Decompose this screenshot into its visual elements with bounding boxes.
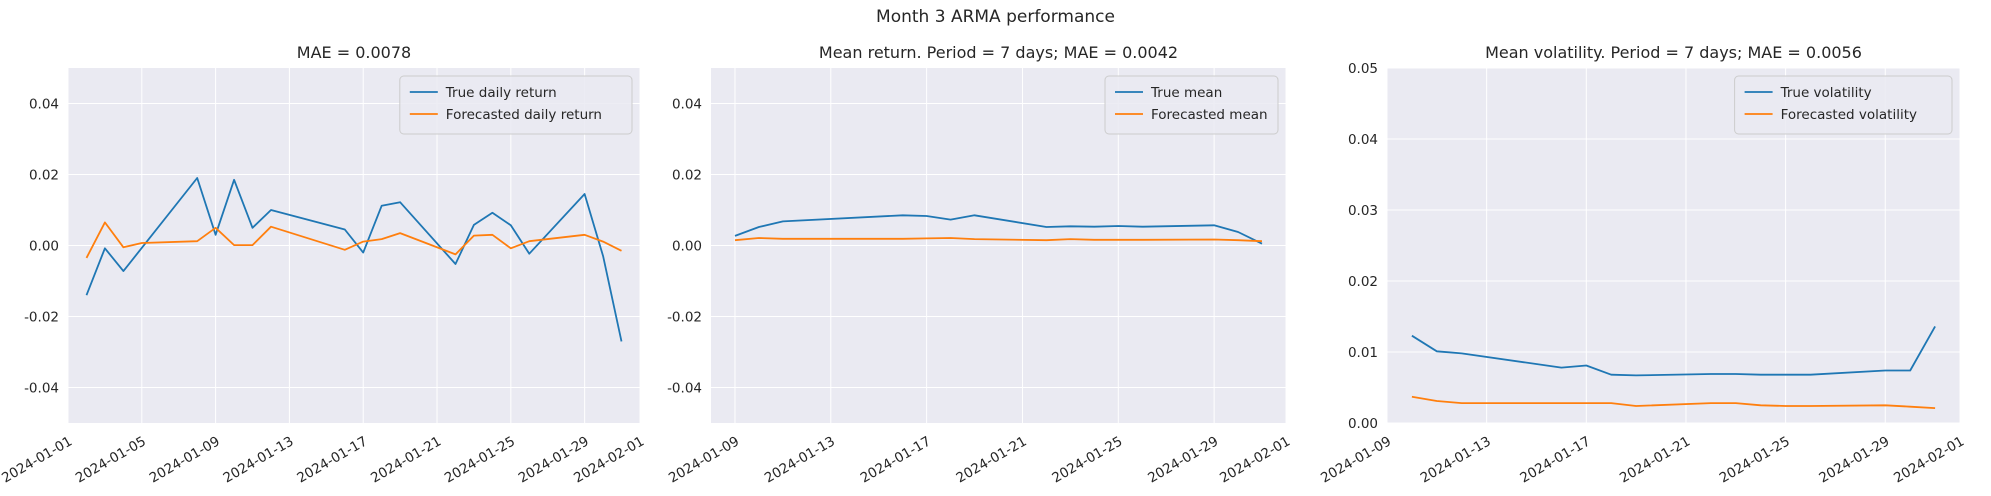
series-line-forecast [85,221,622,259]
series-line-forecast [1411,395,1936,409]
y-tick-label: 0.05 [1348,61,1378,77]
y-tick-label: -0.04 [24,381,59,397]
chart-title: MAE = 0.0078 [297,43,411,62]
y-tick-label: -0.02 [667,310,702,326]
y-tick-label: 0.04 [29,97,59,113]
y-tick-label: 0.01 [1348,345,1378,361]
series-line-true [85,177,623,342]
y-tick-label: 0.03 [1348,203,1378,219]
x-tick-label: 2024-01-05 [73,433,149,486]
series-line-true [1411,325,1936,377]
legend-label: True volatility [1780,85,1872,101]
y-tick-label: 0.00 [1348,416,1378,432]
x-tick-label: 2024-01-09 [666,433,742,486]
y-tick-label: 0.02 [29,168,59,184]
x-tick-label: 2024-01-09 [1318,433,1394,486]
y-tick-label: 0.02 [672,168,702,184]
x-tick-label: 2024-02-01 [1217,433,1293,486]
legend-box [1734,75,1953,135]
x-tick-label: 2024-01-01 [0,433,75,486]
legend-label: True daily return [445,85,557,101]
chart-title: Mean volatility. Period = 7 days; MAE = … [1485,43,1862,62]
x-tick-label: 2024-01-13 [1418,433,1494,486]
x-tick-label: 2024-01-29 [1145,433,1221,486]
legend-box [399,75,633,135]
legend: True daily return Forecasted daily return [399,75,633,135]
x-tick-label: 2024-01-13 [762,433,838,486]
x-tick-label: 2024-01-17 [858,433,934,486]
series-line-forecast [734,237,1263,243]
x-tick-label: 2024-01-25 [442,433,518,486]
x-tick-label: 2024-01-25 [1717,433,1793,486]
legend-label: Forecasted mean [1151,107,1268,123]
x-tick-label: 2024-01-13 [221,433,297,486]
x-tick-label: 2024-01-25 [1049,433,1125,486]
x-tick-label: 2024-02-01 [1891,433,1967,486]
chart-panel-2: -0.04 -0.02 0.00 0.02 0.04 2024-01-09 2024-01-… [666,43,1293,486]
chart-panel-3: 0.00 0.01 0.02 0.03 0.04 0.05 2024-01-09 2024-0… [1318,43,1967,486]
x-tick-label: 2024-01-29 [1816,433,1892,486]
x-tick-label: 2024-01-21 [368,433,444,486]
legend-label: Forecasted volatility [1781,107,1917,123]
chart-panel-1: -0.04-0.020.000.020.042024-01-012024-01-… [0,43,647,486]
x-tick-label: 2024-01-21 [954,433,1030,486]
x-tick-label: 2024-01-17 [294,433,370,486]
x-tick-label: 2024-01-09 [147,433,223,486]
y-tick-label: 0.04 [1348,132,1378,148]
x-tick-label: 2024-01-17 [1517,433,1593,486]
legend-box [1104,75,1279,135]
x-tick-label: 2024-01-21 [1617,433,1693,486]
figure-suptitle: Month 3 ARMA performance [876,7,1115,27]
legend-label: True mean [1150,85,1222,101]
y-tick-label: 0.04 [672,97,702,113]
y-tick-label: 0.00 [29,239,59,255]
series-line-true [734,214,1263,245]
y-tick-label: 0.02 [1348,274,1378,290]
legend: True mean Forecasted mean [1104,75,1279,135]
chart-title: Mean return. Period = 7 days; MAE = 0.00… [819,43,1178,62]
y-tick-label: -0.04 [667,381,702,397]
legend: True volatility Forecasted volatility [1734,75,1953,135]
y-tick-label: -0.02 [24,310,59,326]
y-tick-label: 0.00 [672,239,702,255]
legend-label: Forecasted daily return [446,107,602,123]
